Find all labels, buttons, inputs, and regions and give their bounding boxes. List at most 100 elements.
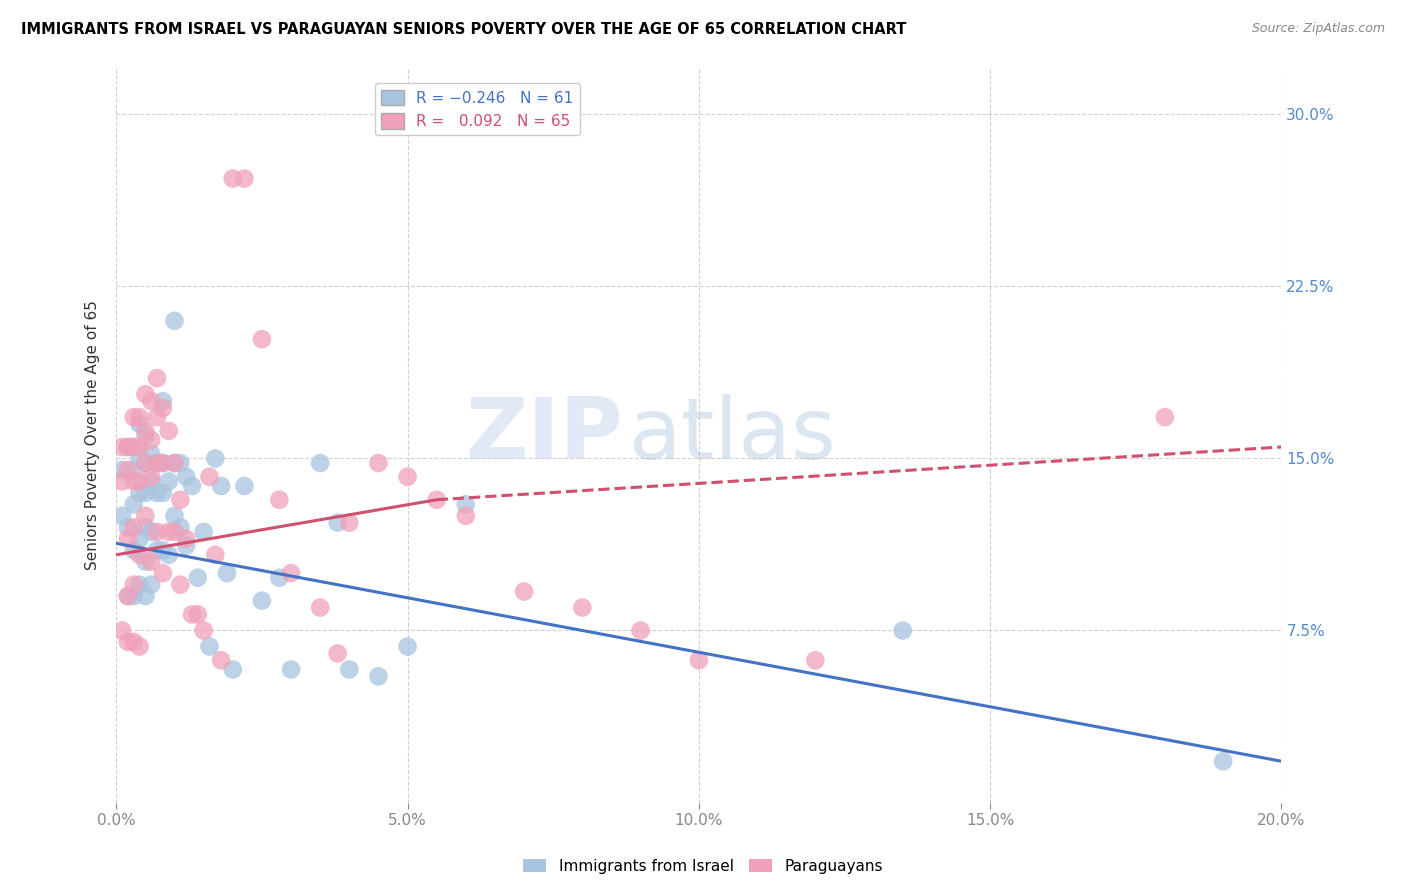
Point (111, 463, 134, 477)
Point (128, 410, 150, 425)
Point (280, 566, 302, 581)
Point (571, 600, 593, 615)
Point (111, 440, 134, 454)
Point (128, 486, 150, 500)
Point (152, 456, 174, 470)
Point (146, 456, 169, 470)
Point (152, 486, 174, 500)
Point (163, 456, 186, 470)
Point (233, 171, 256, 186)
Point (111, 475, 134, 489)
Point (122, 440, 145, 454)
Point (309, 456, 332, 470)
Point (1212, 754, 1234, 768)
Point (1154, 410, 1177, 425)
Point (141, 394, 163, 409)
Point (134, 508, 156, 523)
Point (193, 524, 215, 539)
Point (122, 577, 145, 591)
Point (117, 520, 139, 534)
Legend: Immigrants from Israel, Paraguayans: Immigrants from Israel, Paraguayans (517, 853, 889, 880)
Point (198, 640, 221, 654)
Point (146, 486, 169, 500)
Point (337, 663, 360, 677)
Point (157, 424, 180, 438)
Point (198, 470, 221, 484)
Point (141, 577, 163, 591)
Point (134, 456, 156, 470)
Point (163, 456, 186, 470)
Point (630, 624, 652, 638)
Point (141, 470, 163, 484)
Point (141, 555, 163, 569)
Point (309, 600, 332, 615)
Point (122, 520, 145, 534)
Point (122, 589, 145, 603)
Point (134, 428, 156, 442)
Point (134, 387, 156, 401)
Point (513, 584, 536, 599)
Point (128, 640, 150, 654)
Point (215, 566, 238, 581)
Point (152, 456, 174, 470)
Point (209, 479, 232, 493)
Point (117, 589, 139, 603)
Point (128, 451, 150, 466)
Point (163, 524, 186, 539)
Point (146, 410, 169, 425)
Text: IMMIGRANTS FROM ISRAEL VS PARAGUAYAN SENIORS POVERTY OVER THE AGE OF 65 CORRELAT: IMMIGRANTS FROM ISRAEL VS PARAGUAYAN SEN… (21, 22, 907, 37)
Point (169, 492, 191, 507)
Y-axis label: Seniors Poverty Over the Age of 65: Seniors Poverty Over the Age of 65 (86, 301, 100, 571)
Point (141, 433, 163, 447)
Point (122, 410, 145, 425)
Point (146, 371, 169, 385)
Point (122, 497, 145, 511)
Point (122, 635, 145, 649)
Point (250, 332, 273, 346)
Point (804, 653, 827, 667)
Point (157, 524, 180, 539)
Point (128, 548, 150, 562)
Point (157, 548, 180, 562)
Point (128, 577, 150, 591)
Point (169, 456, 191, 470)
Point (174, 539, 197, 553)
Point (222, 171, 245, 186)
Point (122, 463, 145, 477)
Point (134, 424, 156, 438)
Point (146, 456, 169, 470)
Point (367, 669, 389, 683)
Point (163, 508, 186, 523)
Point (146, 543, 169, 558)
Point (280, 663, 302, 677)
Point (134, 456, 156, 470)
Point (128, 417, 150, 431)
Point (174, 470, 197, 484)
Legend: R = −0.246   N = 61, R =   0.092   N = 65: R = −0.246 N = 61, R = 0.092 N = 65 (375, 84, 579, 136)
Point (134, 520, 156, 534)
Point (152, 401, 174, 415)
Point (128, 532, 150, 546)
Point (396, 640, 419, 654)
Point (134, 555, 156, 569)
Text: ZIP: ZIP (465, 394, 623, 477)
Point (169, 577, 191, 591)
Point (152, 394, 174, 409)
Point (337, 516, 360, 530)
Point (426, 492, 449, 507)
Point (688, 653, 710, 667)
Point (146, 524, 169, 539)
Point (204, 451, 226, 466)
Point (122, 475, 145, 489)
Point (891, 624, 914, 638)
Point (396, 470, 419, 484)
Point (134, 589, 156, 603)
Point (117, 440, 139, 454)
Point (193, 624, 215, 638)
Point (163, 314, 186, 328)
Point (117, 635, 139, 649)
Point (111, 508, 134, 523)
Point (117, 532, 139, 546)
Point (117, 589, 139, 603)
Point (326, 516, 349, 530)
